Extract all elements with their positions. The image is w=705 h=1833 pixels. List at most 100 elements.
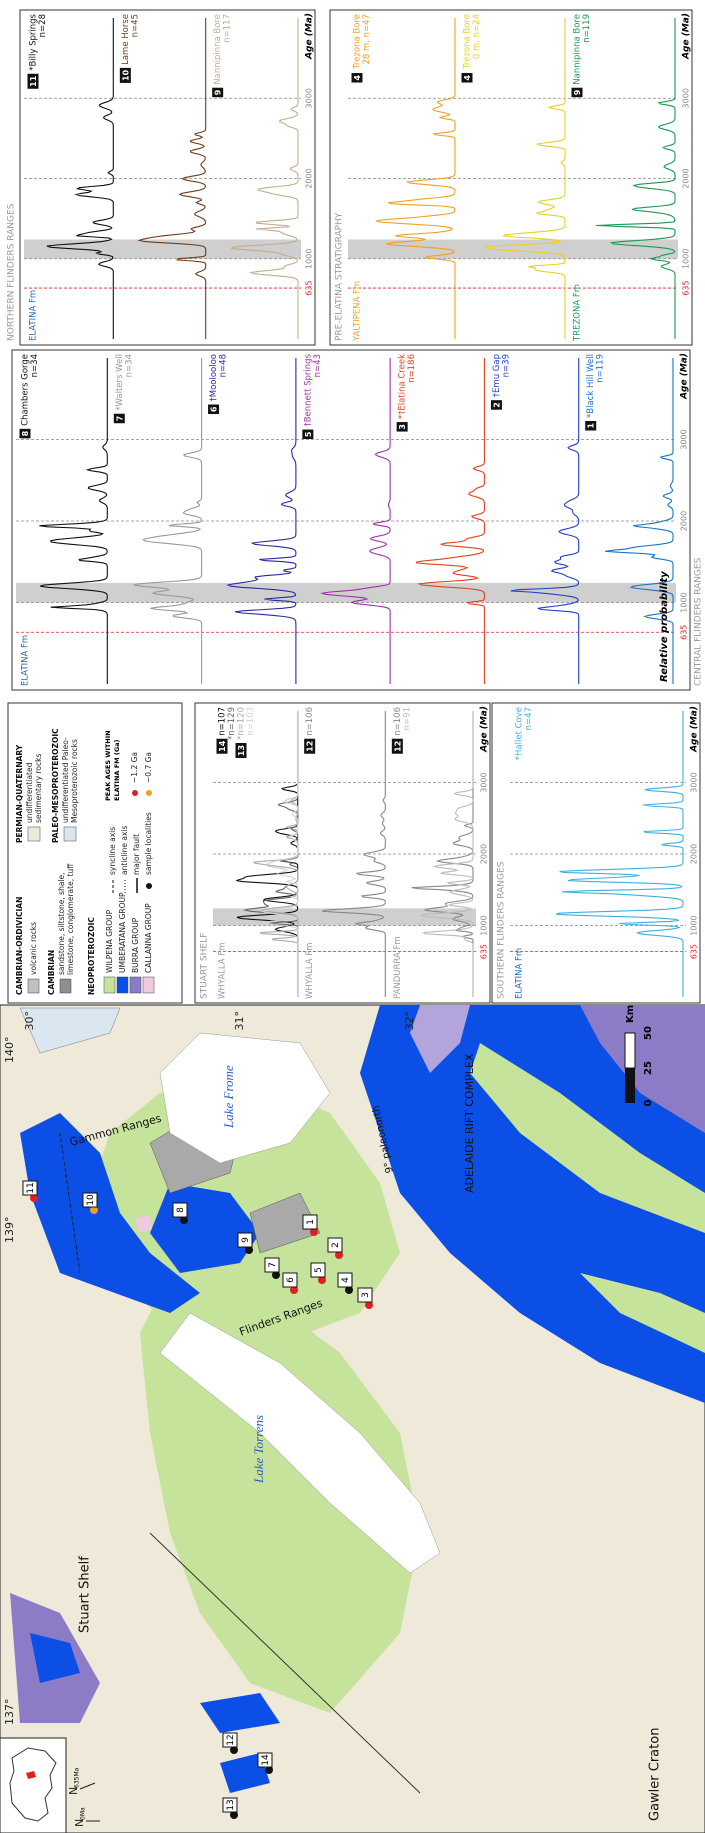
scale-label: 50 [643, 1026, 654, 1040]
umberatana-area [20, 1113, 200, 1313]
sample-box [264, 1257, 280, 1273]
x-tick-label: 3000 [682, 88, 691, 108]
sample-number: 11 [26, 1182, 36, 1193]
sample-name: Nannipinna Bore [213, 14, 223, 85]
probability-curve [375, 18, 456, 339]
legend-swatch [129, 976, 142, 994]
sample-dot [245, 1246, 253, 1254]
sample-name: †Moolooloo [209, 354, 219, 402]
sample-count: n=39 [501, 354, 511, 377]
panel-title: PRE-ELATINA STRATIGRAPHY [335, 212, 345, 341]
legend-text: BURRA GROUP [131, 917, 140, 973]
probability-curve [46, 18, 114, 339]
legend-swatch [63, 826, 77, 842]
legend-text: limestone, conglomerate, tuff [66, 863, 75, 975]
formation-label: ELATINA Fm [29, 290, 39, 341]
legend: CAMBRIAN-ORDIVICIAN volcanic rocks CAMBR… [7, 702, 183, 1004]
north-label-sub: 0Ma [80, 1807, 87, 1820]
formation-label: YALTIPENA Fm [353, 281, 363, 342]
scale-label: 25 [643, 1061, 654, 1075]
sample-count: n=91 [402, 707, 412, 730]
legend-heading: PALEO-MESOPROTEROZOIC [51, 728, 60, 843]
legend-swatch [142, 976, 155, 994]
legend-text: undifferentiated Paleo- [61, 737, 70, 823]
axis-label: Age (Ma) [680, 353, 690, 400]
legend-box [7, 702, 183, 1004]
parallel-label: 31° [233, 1011, 246, 1031]
sample-number-box [585, 421, 597, 431]
x-tick-label: 635 [305, 280, 314, 295]
sample-dot [290, 1286, 298, 1294]
sample-count: n=45 [130, 14, 140, 37]
sample-number: 6 [210, 406, 219, 412]
probability-curve [261, 711, 299, 997]
legend-text: sample localities [144, 812, 153, 875]
legend-text: CALLANNA GROUP [144, 903, 153, 973]
probability-curve [605, 358, 674, 684]
sample-box [282, 1272, 298, 1288]
sample-count: n=34 [30, 354, 40, 377]
sample-box [222, 1732, 238, 1748]
meridian-label: 137° [3, 1699, 16, 1726]
sample-number: 11 [29, 75, 38, 87]
x-tick-label: 3000 [480, 772, 489, 792]
sample-name: Lame Horse [121, 14, 131, 65]
x-tick-label: 635 [682, 280, 691, 295]
meridian-label: 139° [3, 1217, 16, 1244]
sample-number: 3 [361, 1292, 371, 1298]
x-tick-label: 635 [680, 625, 689, 640]
sample-number-box [490, 400, 502, 410]
legend-symbol [146, 790, 152, 796]
study-area [26, 1771, 36, 1779]
scale-label: 0 [643, 1099, 654, 1106]
scale-bar [625, 1068, 635, 1103]
sample-number: 12 [306, 741, 315, 752]
sample-count: n=119 [596, 354, 606, 383]
sample-number: 14 [218, 740, 227, 752]
sample-box [237, 1232, 253, 1248]
sample-box [302, 1214, 318, 1230]
x-tick-label: 3000 [305, 88, 314, 108]
sample-dot [230, 1811, 238, 1819]
sample-count: n=186 [407, 354, 417, 383]
sample-number: 5 [314, 1267, 324, 1273]
lake [159, 1312, 441, 1574]
age-band [24, 239, 301, 259]
legend-heading: PERMIAN-QUATERNARY [15, 744, 24, 843]
wilpena-area [470, 1043, 705, 1233]
sample-number-box [351, 73, 363, 83]
sample-count: n=34 [124, 354, 134, 377]
sample-number: 6 [286, 1277, 296, 1283]
sample-count: n=103 [246, 707, 256, 736]
lake-label: Lake Frome [221, 1065, 236, 1129]
formation-label: WHYALLA Fm [305, 943, 315, 1000]
sample-dot [30, 1194, 38, 1202]
panel-frame [19, 9, 316, 346]
sample-number-box [304, 738, 316, 754]
x-tick-label: 1000 [305, 249, 314, 269]
sample-box [22, 1180, 38, 1196]
burra-area [410, 1005, 470, 1073]
sample-count: n=106 [305, 707, 315, 736]
sample-dot [180, 1216, 188, 1224]
sample-number: 9 [241, 1237, 251, 1243]
sample-number: 13 [226, 1799, 236, 1810]
sample-number-box [27, 73, 39, 89]
scale-label: Km [625, 1005, 636, 1023]
legend-swatch [27, 978, 40, 994]
sample-number-box [208, 404, 220, 415]
probability-curve [420, 711, 474, 997]
sample-number: 8 [176, 1207, 186, 1213]
sample-name: Trezona Bore [463, 14, 473, 70]
panel-frame [329, 9, 693, 346]
sample-name: *Billy Springs [29, 13, 39, 70]
sample-number: 13 [237, 745, 246, 756]
x-tick-label: 1000 [480, 915, 489, 935]
probability-curve [137, 18, 207, 339]
sample-number-box [113, 413, 125, 424]
sample-box [222, 1797, 238, 1813]
legend-heading: CAMBRIAN [47, 950, 56, 995]
sample-number-box [396, 422, 408, 432]
sample-dot [230, 1746, 238, 1754]
probability-curve [230, 18, 299, 339]
